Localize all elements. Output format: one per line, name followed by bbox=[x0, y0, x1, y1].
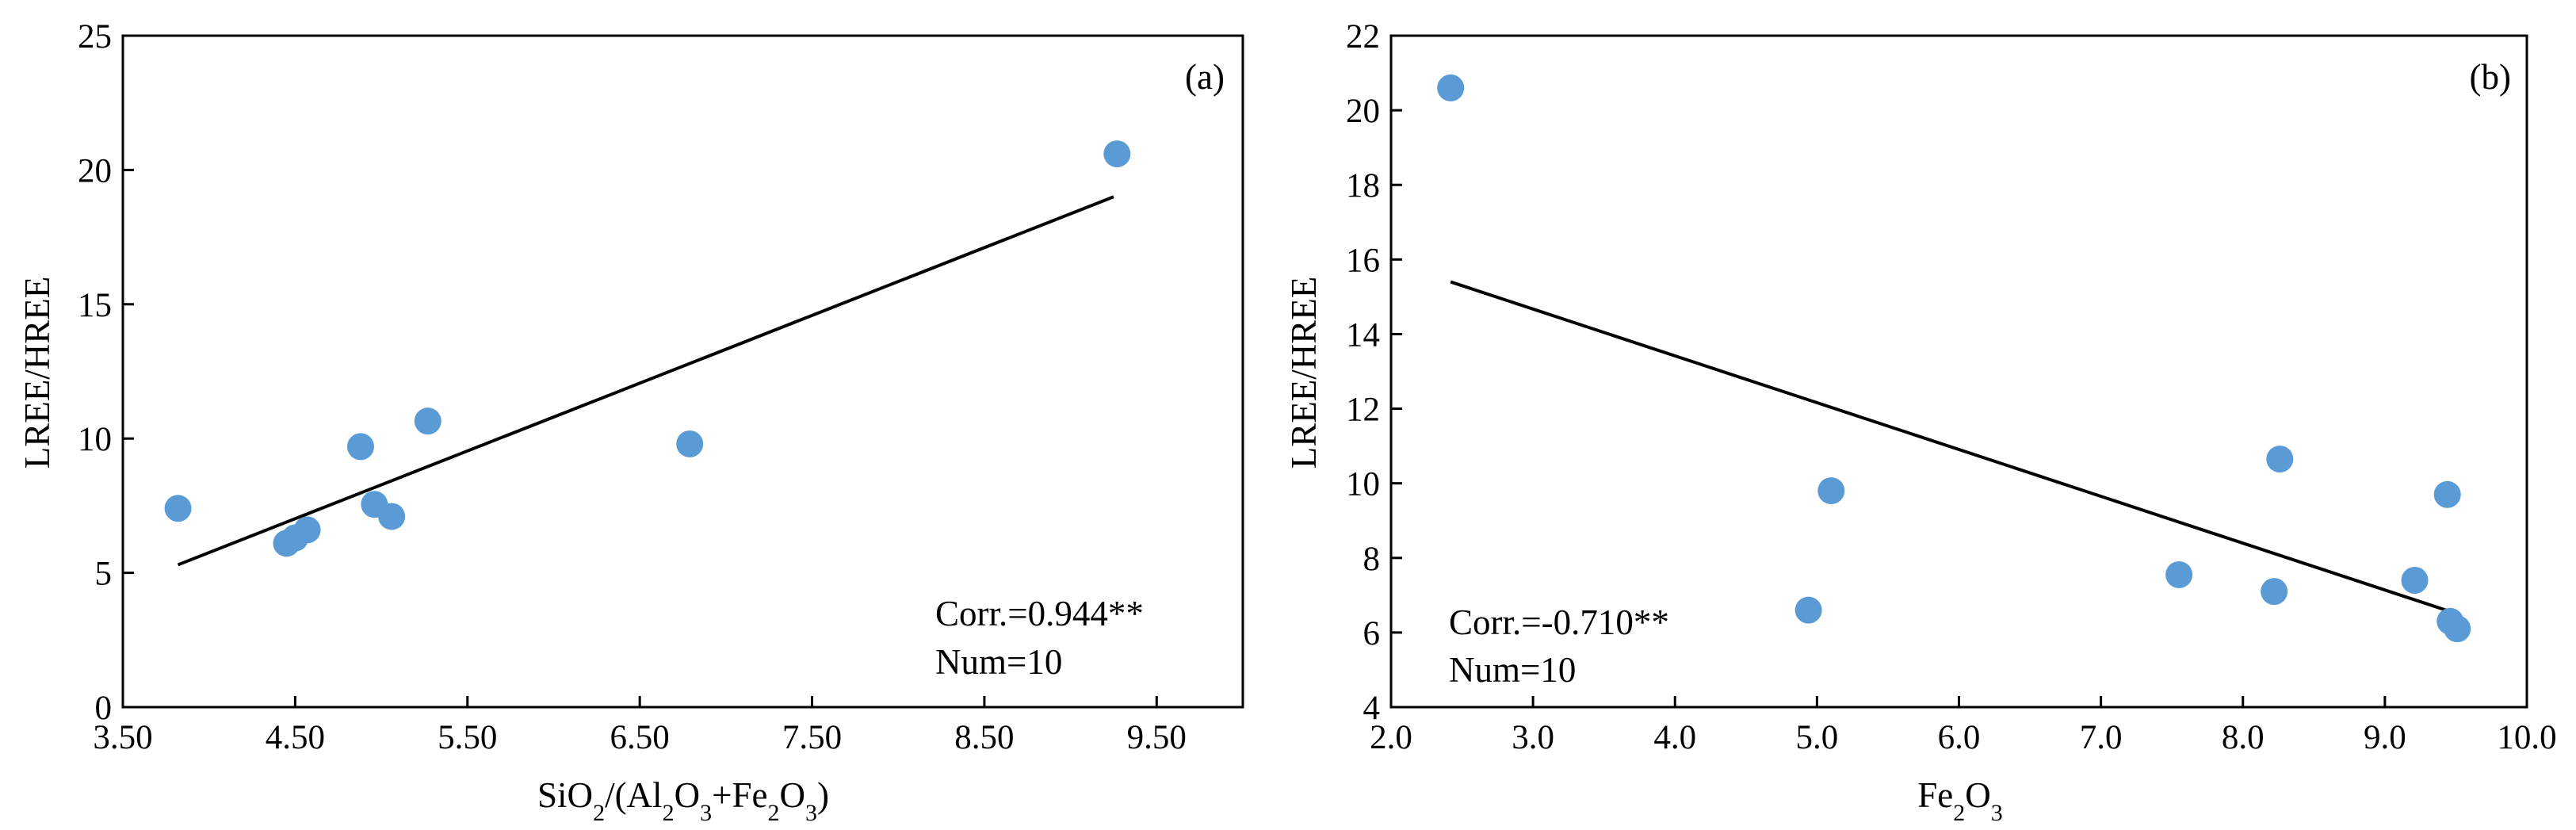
panel-b-ylabel: LREE/HREE bbox=[1284, 277, 1324, 469]
panel-b-regression-line bbox=[1450, 280, 2458, 616]
panel-a-ticks: 3.50 4.50 5.50 6.50 7.50 8.50 9.50 0 5 10 15 20 25 bbox=[78, 18, 1187, 756]
panel-a-xtick-label: 6.50 bbox=[610, 719, 670, 756]
panel-b-data-point bbox=[2261, 578, 2288, 606]
panel-b-ytick-label: 12 bbox=[1346, 392, 1380, 429]
panel-b-ticks: 2.0 3.0 4.0 5.0 6.0 7.0 8.0 9.0 10.0 4 6 8 10 12 14 16 1… bbox=[1346, 18, 2557, 756]
panel-b-ytick-label: 8 bbox=[1363, 541, 1381, 578]
panel-a-data-point bbox=[164, 495, 192, 522]
panel-a-xlabel: SiO2/(Al2O3+Fe2O3) bbox=[537, 775, 829, 826]
panel-b-xtick-label: 2.0 bbox=[1370, 719, 1412, 756]
panel-b-data-point bbox=[2444, 615, 2471, 643]
panel-b-xtick-label: 7.0 bbox=[2080, 719, 2123, 756]
panel-b-ytick-label: 22 bbox=[1346, 18, 1380, 55]
panel-a-data-point bbox=[676, 430, 704, 457]
panel-b-data-point bbox=[1817, 477, 1845, 505]
panel-b-corr: Corr.=-0.710** bbox=[1449, 602, 1669, 642]
panel-b-ytick-label: 20 bbox=[1346, 93, 1380, 130]
panel-b-xtick-label: 8.0 bbox=[2222, 719, 2265, 756]
panel-b-ytick-label: 10 bbox=[1346, 466, 1380, 503]
panel-a-xtick-label: 9.50 bbox=[1127, 719, 1187, 756]
panel-a-xtick-label: 8.50 bbox=[954, 719, 1014, 756]
panel-b-xlabel: Fe2O3 bbox=[1917, 775, 2003, 826]
panel-a-corr: Corr.=0.944** bbox=[935, 594, 1144, 633]
panel-a-ytick-label: 0 bbox=[95, 690, 113, 727]
panel-b-ytick-label: 4 bbox=[1363, 690, 1381, 727]
panel-b-label: (b) bbox=[2470, 57, 2511, 97]
panel-a-data-point bbox=[1103, 140, 1131, 168]
panel-b-data-point bbox=[1437, 74, 1465, 101]
panel-a-data-point bbox=[414, 407, 441, 435]
panel-b-ytick-label: 6 bbox=[1363, 615, 1381, 652]
panel-b-xtick-label: 6.0 bbox=[1938, 719, 1981, 756]
panel-b-data-point bbox=[2433, 480, 2461, 508]
panel-b-ytick-label: 16 bbox=[1346, 242, 1380, 279]
panel-a-ytick-label: 25 bbox=[78, 18, 112, 55]
panel-b-data-point bbox=[2165, 560, 2193, 588]
panel-b-num: Num=10 bbox=[1449, 650, 1576, 690]
panel-b-xtick-label: 10.0 bbox=[2497, 719, 2556, 756]
panel-a-ytick-label: 15 bbox=[78, 287, 112, 324]
panel-b-data-point bbox=[2266, 446, 2294, 473]
panel-a-fit-line bbox=[177, 195, 1114, 567]
panel-a-regression-line bbox=[177, 195, 1114, 567]
panel-a-ytick-label: 20 bbox=[78, 152, 112, 189]
panel-a-xtick-label: 7.50 bbox=[782, 719, 842, 756]
panel-a-label: (a) bbox=[1185, 57, 1225, 97]
panel-a: 3.50 4.50 5.50 6.50 7.50 8.50 9.50 0 5 10 15 20 25 (… bbox=[17, 18, 1244, 826]
panel-b-points bbox=[1437, 74, 2471, 643]
panel-b-data-point bbox=[2401, 567, 2429, 595]
panel-b-data-point bbox=[1794, 596, 1822, 624]
panel-a-points bbox=[164, 140, 1131, 557]
panel-a-xtick-label: 3.50 bbox=[93, 719, 152, 756]
panel-a-data-point bbox=[378, 503, 406, 530]
panel-a-ytick-label: 10 bbox=[78, 421, 112, 458]
panel-b-xtick-label: 9.0 bbox=[2364, 719, 2406, 756]
panel-b-fit-line bbox=[1450, 280, 2458, 616]
panel-a-data-point bbox=[346, 433, 374, 461]
panel-b: 2.0 3.0 4.0 5.0 6.0 7.0 8.0 9.0 10.0 4 6 8 10 12 14 16 1… bbox=[1284, 18, 2557, 826]
panel-a-xtick-label: 4.50 bbox=[266, 719, 325, 756]
panel-a-num: Num=10 bbox=[935, 642, 1062, 682]
panel-a-data-point bbox=[293, 516, 321, 544]
panel-a-ylabel: LREE/HREE bbox=[17, 277, 57, 469]
panel-b-ytick-label: 18 bbox=[1346, 167, 1380, 205]
panel-a-xtick-label: 5.50 bbox=[438, 719, 497, 756]
panel-b-ytick-label: 14 bbox=[1346, 316, 1380, 354]
panel-b-xtick-label: 3.0 bbox=[1512, 719, 1554, 756]
panel-a-frame bbox=[121, 34, 1244, 709]
panel-b-xtick-label: 5.0 bbox=[1796, 719, 1839, 756]
panel-b-xtick-label: 4.0 bbox=[1653, 719, 1696, 756]
panel-a-ytick-label: 5 bbox=[95, 556, 113, 593]
